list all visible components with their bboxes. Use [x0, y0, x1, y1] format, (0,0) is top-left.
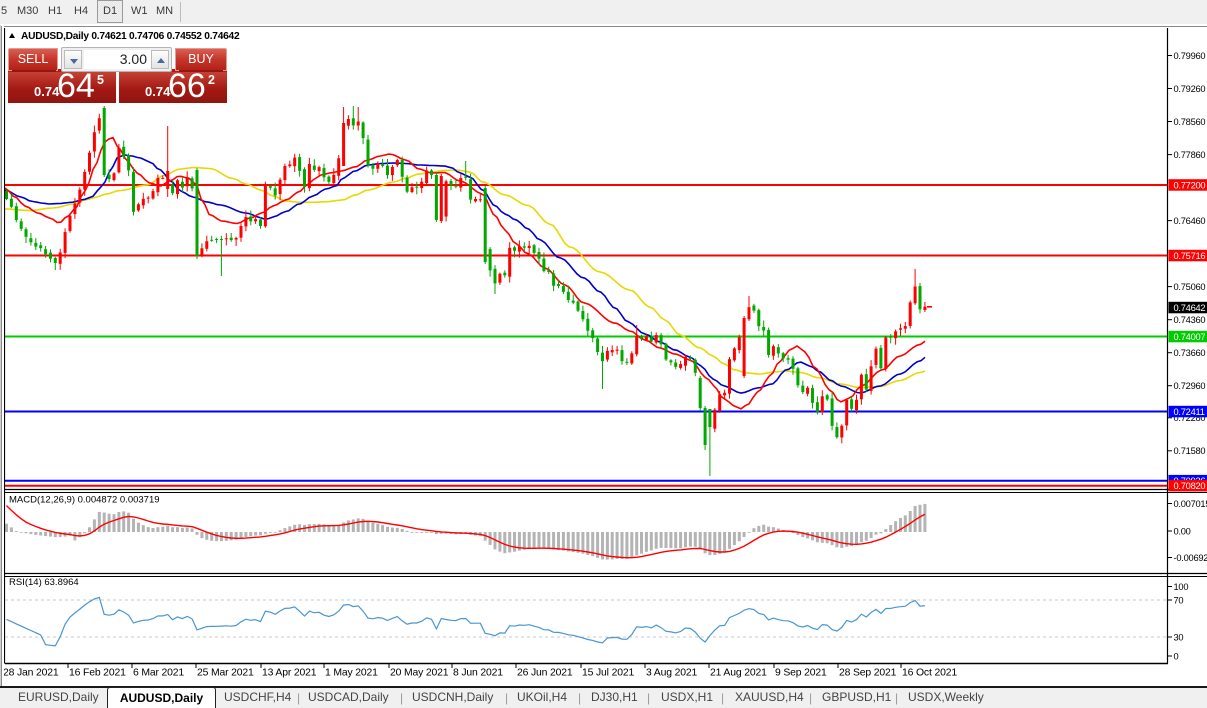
svg-text:-0.00692: -0.00692 [1174, 553, 1207, 563]
svg-text:RSI(14) 63.8964: RSI(14) 63.8964 [9, 577, 79, 588]
svg-text:8 Jun 2021: 8 Jun 2021 [453, 668, 503, 679]
svg-text:0.77860: 0.77860 [1174, 150, 1206, 160]
svg-text:0.78560: 0.78560 [1174, 117, 1206, 127]
svg-text:0.71580: 0.71580 [1174, 446, 1206, 456]
svg-text:100: 100 [1174, 582, 1189, 592]
svg-text:0.70820: 0.70820 [1174, 481, 1206, 491]
svg-text:0: 0 [1174, 651, 1179, 661]
svg-text:1 May 2021: 1 May 2021 [325, 668, 378, 679]
svg-text:26 Jun 2021: 26 Jun 2021 [517, 668, 573, 679]
svg-text:25 Mar 2021: 25 Mar 2021 [197, 668, 254, 679]
svg-text:13 Apr 2021: 13 Apr 2021 [262, 668, 317, 679]
svg-text:0.76460: 0.76460 [1174, 216, 1206, 226]
svg-text:9 Sep 2021: 9 Sep 2021 [775, 668, 827, 679]
svg-text:28 Sep 2021: 28 Sep 2021 [839, 668, 897, 679]
svg-text:30: 30 [1174, 632, 1184, 642]
svg-text:0.72411: 0.72411 [1174, 407, 1205, 417]
svg-text:0.74007: 0.74007 [1174, 332, 1206, 342]
svg-text:0.74642: 0.74642 [1174, 303, 1206, 313]
svg-text:15 Jul 2021: 15 Jul 2021 [582, 668, 634, 679]
svg-text:0.72280: 0.72280 [1174, 413, 1206, 423]
svg-text:0.00: 0.00 [1174, 526, 1191, 536]
svg-text:20 May 2021: 20 May 2021 [390, 668, 449, 679]
svg-text:0.77200: 0.77200 [1174, 180, 1206, 190]
svg-text:0.75716: 0.75716 [1174, 251, 1206, 261]
svg-text:MACD(12,26,9) 0.004872 0.00371: MACD(12,26,9) 0.004872 0.003719 [9, 495, 160, 506]
svg-text:21 Aug 2021: 21 Aug 2021 [710, 668, 767, 679]
svg-text:0.79960: 0.79960 [1174, 51, 1206, 61]
svg-text:0.74360: 0.74360 [1174, 315, 1206, 325]
svg-text:6 Mar 2021: 6 Mar 2021 [133, 668, 184, 679]
svg-text:3 Aug 2021: 3 Aug 2021 [646, 668, 697, 679]
svg-text:0.72960: 0.72960 [1174, 381, 1206, 391]
svg-text:16 Oct 2021: 16 Oct 2021 [902, 668, 957, 679]
svg-text:0.007015: 0.007015 [1174, 499, 1207, 509]
svg-text:0.75060: 0.75060 [1174, 282, 1206, 292]
svg-text:16 Feb 2021: 16 Feb 2021 [69, 668, 126, 679]
svg-text:70: 70 [1174, 595, 1184, 605]
svg-text:0.73660: 0.73660 [1174, 348, 1206, 358]
svg-text:0.79260: 0.79260 [1174, 84, 1206, 94]
svg-text:28 Jan 2021: 28 Jan 2021 [3, 668, 59, 679]
